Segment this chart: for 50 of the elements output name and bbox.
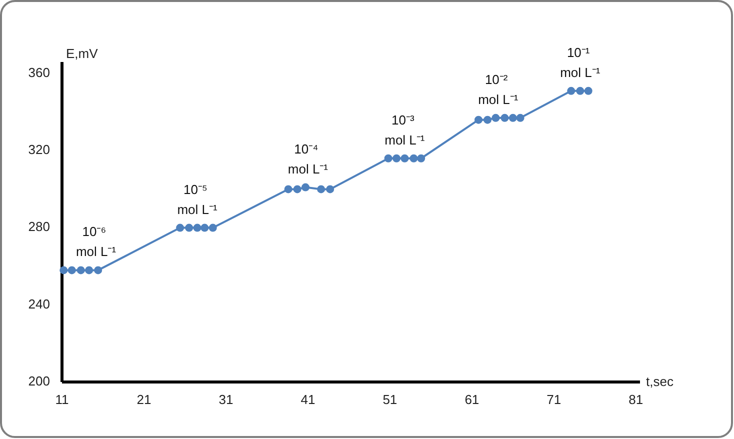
y-tick-label: 200 — [28, 373, 50, 388]
point — [567, 86, 576, 95]
point — [284, 185, 292, 194]
point — [200, 224, 209, 232]
point — [516, 114, 524, 122]
y-tick-label: 360 — [28, 65, 50, 80]
annotation: 10⁻³ mol L⁻¹ — [384, 112, 426, 148]
point — [492, 114, 500, 122]
point — [193, 224, 202, 232]
point — [500, 114, 509, 122]
point — [508, 114, 517, 122]
annotation: 10⁻⁵ mol L⁻¹ — [177, 182, 218, 217]
x-tick-label: 81 — [628, 392, 644, 407]
point — [417, 154, 426, 162]
point — [208, 224, 217, 232]
y-tick-label: 240 — [28, 296, 50, 312]
annotation: 10⁻² mol L⁻¹ — [478, 72, 519, 107]
x-tick-label: 41 — [300, 392, 316, 407]
point — [185, 224, 194, 232]
point — [584, 86, 592, 95]
x-tick-label: 21 — [136, 392, 152, 407]
point — [176, 224, 184, 232]
point — [76, 266, 85, 274]
x-tick-label: 61 — [464, 392, 480, 407]
point — [474, 116, 482, 124]
x-tick-label: 11 — [55, 392, 69, 407]
point — [293, 185, 302, 194]
x-axis-title: t,sec — [646, 374, 674, 389]
point — [326, 185, 334, 194]
point — [400, 154, 409, 162]
y-tick-label: 320 — [28, 142, 50, 158]
point — [317, 185, 326, 194]
point — [68, 266, 76, 274]
point — [392, 154, 400, 162]
y-axis-title: E,mV — [66, 46, 98, 61]
x-tick-label: 31 — [218, 392, 234, 407]
point — [85, 266, 94, 274]
point — [576, 86, 584, 95]
point — [60, 266, 68, 274]
annotation: 10⁻⁶ mol L⁻¹ — [76, 224, 117, 260]
point — [384, 154, 392, 162]
point — [484, 116, 492, 124]
annotation: 10⁻⁴ mol L⁻¹ — [288, 141, 329, 176]
annotation: 10⁻¹ mol L⁻¹ — [560, 44, 601, 80]
x-tick-label: 71 — [546, 392, 562, 407]
x-tick-label: 51 — [382, 392, 398, 407]
point — [302, 183, 310, 192]
point — [410, 154, 418, 162]
point — [94, 266, 102, 274]
y-tick-label: 280 — [28, 219, 50, 234]
